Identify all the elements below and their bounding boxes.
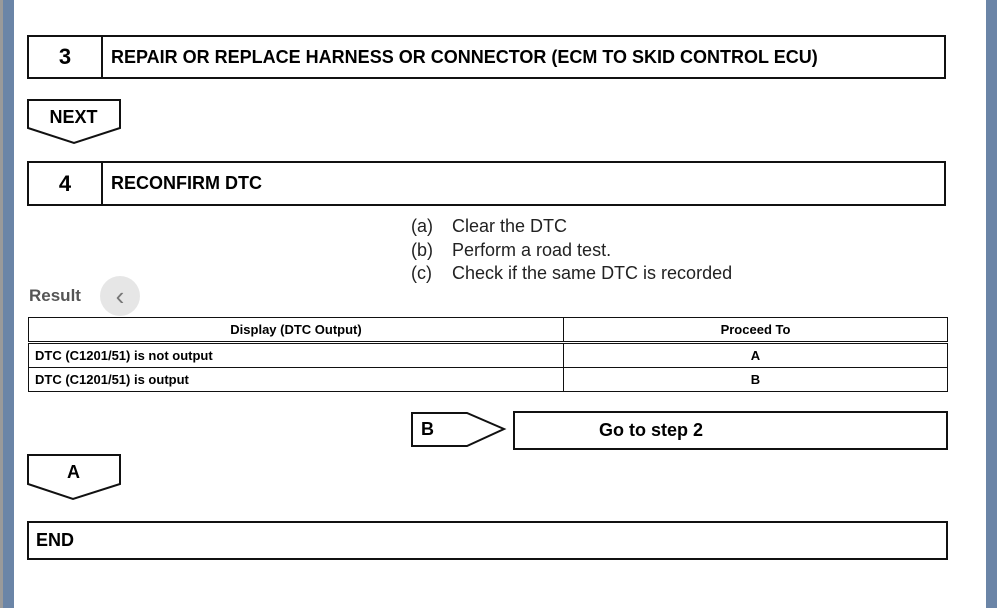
list-item: (a) Clear the DTC bbox=[411, 215, 732, 239]
step-number: 3 bbox=[29, 37, 103, 77]
document-page bbox=[14, 0, 986, 608]
branch-b-label: B bbox=[421, 419, 434, 439]
list-text: Check if the same DTC is recorded bbox=[452, 263, 733, 283]
list-marker: (c) bbox=[411, 263, 432, 283]
step-number: 4 bbox=[29, 163, 103, 204]
step-title: RECONFIRM DTC bbox=[111, 173, 262, 193]
go-to-step-2-box: Go to step 2 bbox=[513, 411, 948, 450]
chevron-left-icon: ‹ bbox=[115, 281, 125, 311]
branch-b-arrow-shape bbox=[411, 412, 507, 447]
list-item: (c) Check if the same DTC is recorded bbox=[411, 262, 732, 286]
step-3-box: 3 REPAIR OR REPLACE HARNESS OR CONNECTOR… bbox=[27, 35, 946, 79]
step-title: REPAIR OR REPLACE HARNESS OR CONNECTOR (… bbox=[111, 46, 818, 67]
branch-a-arrow-shape bbox=[27, 454, 121, 501]
branch-a-label: A bbox=[67, 462, 80, 482]
result-table: Display (DTC Output) Proceed To DTC (C12… bbox=[28, 317, 948, 392]
table-row: DTC (C1201/51) is output B bbox=[28, 367, 948, 392]
list-item: (b) Perform a road test. bbox=[411, 239, 732, 263]
table-cell: DTC (C1201/51) is not output bbox=[28, 342, 564, 368]
table-cell: DTC (C1201/51) is output bbox=[28, 367, 564, 392]
column-header: Proceed To bbox=[563, 317, 948, 344]
table-cell: B bbox=[563, 367, 948, 392]
step-4-box: 4 RECONFIRM DTC bbox=[27, 161, 946, 206]
next-label: NEXT bbox=[49, 107, 98, 127]
list-marker: (b) bbox=[411, 239, 433, 260]
list-text: Clear the DTC bbox=[452, 216, 568, 236]
table-header-row: Display (DTC Output) Proceed To bbox=[28, 317, 948, 344]
table-cell: A bbox=[563, 342, 948, 368]
next-arrow-shape bbox=[27, 99, 121, 145]
list-text: Perform a road test. bbox=[452, 239, 612, 260]
instruction-list: (a) Clear the DTC (b) Perform a road test.… bbox=[411, 215, 732, 286]
column-header: Display (DTC Output) bbox=[28, 317, 564, 344]
table-row: DTC (C1201/51) is not output A bbox=[28, 342, 948, 368]
end-box: END bbox=[27, 521, 948, 560]
list-marker: (a) bbox=[411, 216, 433, 236]
previous-page-button[interactable]: ‹ bbox=[100, 276, 140, 316]
window-frame-left bbox=[0, 0, 3, 608]
result-heading: Result bbox=[29, 286, 81, 305]
